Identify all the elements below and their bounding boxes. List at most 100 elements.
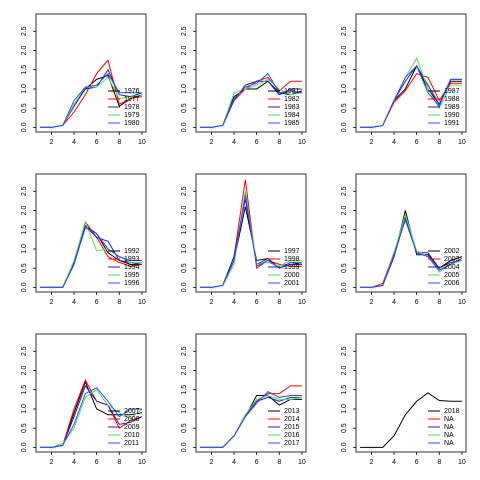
legend-label: 1988 (444, 96, 460, 103)
x-tick-label: 8 (117, 459, 121, 466)
x-tick-label: 8 (117, 299, 121, 306)
x-tick-label: 2 (49, 459, 53, 466)
y-tick-label: 0.0 (21, 282, 28, 292)
plot-frame (195, 13, 307, 133)
x-tick-label: 2 (49, 139, 53, 146)
y-tick-label: 1.5 (21, 65, 28, 75)
legend-label: 2013 (284, 408, 300, 415)
y-tick-label: 0.5 (341, 263, 348, 273)
legend-label: 2017 (284, 440, 300, 447)
x-tick-label: 8 (277, 459, 281, 466)
series-line (40, 72, 142, 128)
legend-label: NA (444, 416, 454, 423)
legend-label: 1996 (124, 280, 140, 287)
series-line (360, 218, 463, 288)
x-tick-label: 8 (277, 299, 281, 306)
x-tick-label: 4 (392, 459, 396, 466)
legend-label: 2011 (124, 440, 139, 447)
legend-label: 2010 (124, 432, 140, 439)
legend-label: 1981 (284, 88, 300, 95)
x-tick-label: 10 (298, 299, 306, 306)
legend-label: 1980 (124, 120, 140, 127)
y-tick-label: 1.5 (181, 385, 188, 395)
y-tick-label: 2.0 (21, 206, 28, 216)
y-tick-label: 2.5 (341, 26, 348, 36)
x-tick-label: 8 (277, 139, 281, 146)
y-tick-label: 2.5 (21, 186, 28, 196)
legend-label: 2004 (444, 264, 460, 271)
x-tick-label: 4 (392, 139, 396, 146)
y-tick-label: 2.0 (341, 206, 348, 216)
legend-label: 1994 (124, 264, 140, 271)
y-tick-label: 2.0 (181, 46, 188, 56)
x-tick-label: 6 (95, 459, 99, 466)
plot-frame (355, 173, 467, 293)
legend-label: 2007 (124, 408, 140, 415)
x-tick-label: 8 (437, 139, 441, 146)
plot-frame (35, 173, 147, 293)
y-tick-label: 0.0 (181, 282, 188, 292)
legend-label: 2000 (284, 272, 300, 279)
y-tick-label: 1.0 (181, 84, 188, 94)
x-tick-label: 10 (458, 459, 466, 466)
y-tick-label: 1.5 (341, 385, 348, 395)
legend-label: 1985 (284, 120, 300, 127)
x-tick-label: 4 (72, 299, 76, 306)
x-tick-label: 2 (369, 139, 373, 146)
x-tick-label: 10 (138, 139, 146, 146)
x-tick-label: 2 (209, 459, 213, 466)
y-tick-label: 1.5 (21, 385, 28, 395)
x-tick-label: 6 (415, 139, 419, 146)
y-tick-label: 2.0 (341, 46, 348, 56)
legend-label: NA (444, 432, 454, 439)
legend-label: 1993 (124, 256, 140, 263)
plot-frame (35, 333, 147, 453)
y-tick-label: 1.5 (181, 65, 188, 75)
y-tick-label: 0.5 (21, 423, 28, 433)
legend-label: 1976 (124, 88, 140, 95)
x-tick-label: 10 (138, 299, 146, 306)
legend-label: 1990 (444, 112, 460, 119)
y-tick-label: 1.5 (341, 65, 348, 75)
y-tick-label: 2.0 (181, 366, 188, 376)
x-tick-label: 6 (255, 299, 259, 306)
x-tick-label: 10 (298, 459, 306, 466)
y-tick-label: 0.5 (21, 103, 28, 113)
x-tick-label: 4 (232, 459, 236, 466)
legend-label: 1995 (124, 272, 140, 279)
y-tick-label: 1.5 (21, 225, 28, 235)
legend-label: 1989 (444, 104, 460, 111)
y-tick-label: 2.5 (341, 346, 348, 356)
legend-label: 1998 (284, 256, 300, 263)
legend-label: 1977 (124, 96, 140, 103)
y-tick-label: 1.0 (21, 84, 28, 94)
x-tick-label: 4 (232, 139, 236, 146)
y-tick-label: 1.0 (21, 404, 28, 414)
legend-label: 2008 (124, 416, 140, 423)
series-line (40, 227, 142, 288)
y-tick-label: 2.0 (21, 46, 28, 56)
y-tick-label: 1.0 (341, 84, 348, 94)
y-tick-label: 0.5 (21, 263, 28, 273)
y-tick-label: 2.5 (181, 346, 188, 356)
y-tick-label: 1.0 (341, 244, 348, 254)
legend-label: 1999 (284, 264, 300, 271)
x-tick-label: 2 (209, 139, 213, 146)
y-tick-label: 2.0 (181, 206, 188, 216)
y-tick-label: 0.5 (341, 423, 348, 433)
plot-frame (355, 333, 467, 453)
legend-label: NA (444, 424, 454, 431)
x-tick-label: 6 (255, 139, 259, 146)
x-tick-label: 8 (437, 459, 441, 466)
legend-label: 1997 (284, 248, 300, 255)
legend-label: 2002 (444, 248, 460, 255)
plot-frame (195, 173, 307, 293)
y-tick-label: 1.0 (21, 244, 28, 254)
plot-frame (195, 333, 307, 453)
x-tick-label: 8 (117, 139, 121, 146)
x-tick-label: 2 (49, 299, 53, 306)
legend-label: 2006 (444, 280, 460, 287)
x-tick-label: 4 (72, 139, 76, 146)
y-tick-label: 0.0 (21, 442, 28, 452)
x-tick-label: 4 (232, 299, 236, 306)
